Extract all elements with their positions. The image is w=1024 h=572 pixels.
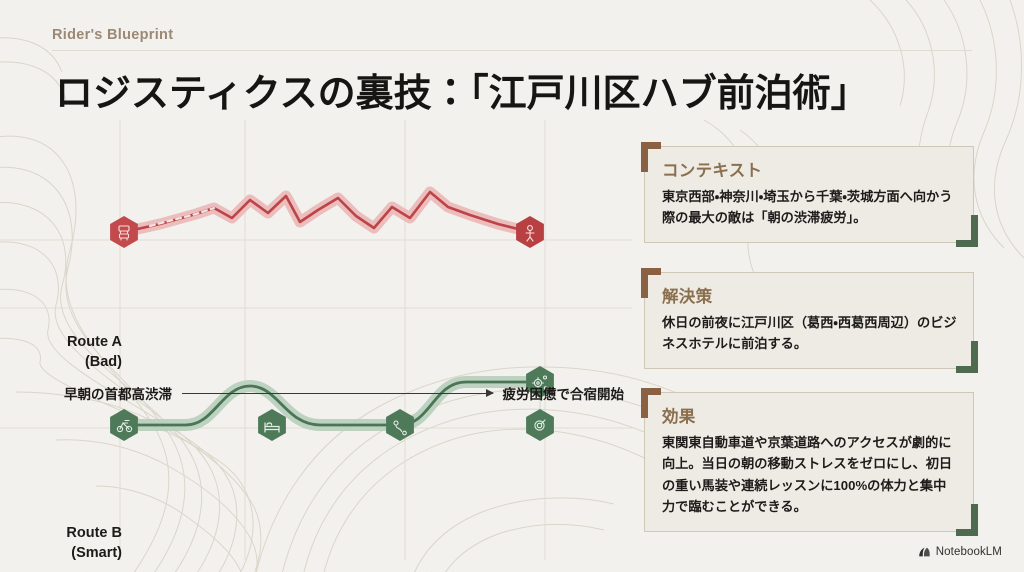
route-b-line [122, 380, 542, 427]
route-b-marker-3 [386, 409, 414, 441]
route-a-dash-overlay [148, 206, 216, 228]
card-solution-title: 解決策 [662, 288, 713, 306]
card-effect-body: 東関東自動車道や京葉道路へのアクセスが劇的に向上。当日の朝の移動ストレスをゼロに… [662, 435, 953, 515]
route-a-end-marker [516, 216, 544, 248]
card-context-title: コンテキスト [662, 162, 763, 180]
route-map-icon [393, 420, 407, 436]
route-lines [110, 186, 554, 441]
exhausted-rider-icon [525, 225, 535, 242]
route-b-marker-1 [110, 409, 138, 441]
header-divider [52, 50, 972, 51]
target-icon [534, 419, 546, 431]
route-b-marker-4 [526, 366, 554, 398]
notebooklm-logo-icon [918, 547, 930, 557]
route-b-marker-5 [526, 409, 554, 441]
route-a-label: Route A (Bad) [66, 334, 122, 370]
card-solution-body: 休日の前夜に江戸川区（葛西・西葛西周辺）のビジネスホテルに前泊する。 [662, 315, 957, 352]
traffic-jam-icon [118, 225, 130, 241]
arrow-line-icon [182, 389, 493, 397]
card-effect: 効果 東関東自動車道や京葉道路へのアクセスが劇的に向上。当日の朝の移動ストレスを… [641, 388, 978, 536]
route-a-glow [118, 186, 536, 238]
notebooklm-watermark: NotebookLM [918, 546, 1002, 558]
route-b-label: Route B (Smart) [66, 525, 122, 561]
card-context-body: 東京西部・神奈川・埼玉から千葉・茨城方面へ向かう際の最大の敵は「朝の渋滞疲労」。 [662, 189, 953, 226]
gear-sparkle-icon [532, 375, 548, 390]
motorcycle-icon [116, 419, 133, 433]
journey-diagram: Route A (Bad) Route B (Smart) 早朝の首都高渋滞 疲… [0, 120, 640, 572]
card-solution: 解決策 休日の前夜に江戸川区（葛西・西葛西周辺）のビジネスホテルに前泊する。 [641, 268, 978, 373]
route-b-marker-2 [258, 409, 286, 441]
route-a-caption-end: 疲労困憊で合宿開始 [502, 387, 625, 402]
eyebrow-label: Rider's Blueprint [52, 27, 174, 43]
route-a-caption-start: 早朝の首都高渋滞 [64, 387, 172, 402]
route-a-start-marker [110, 216, 138, 248]
bed-icon [264, 422, 280, 433]
card-effect-title: 効果 [662, 408, 696, 426]
watermark-label: NotebookLM [935, 546, 1002, 558]
card-context: コンテキスト 東京西部・神奈川・埼玉から千葉・茨城方面へ向かう際の最大の敵は「朝… [641, 142, 978, 247]
route-a-line [122, 190, 532, 234]
page-title: ロジスティクスの裏技：「江戸川区ハブ前泊術」 [55, 70, 869, 115]
route-a-caption: 早朝の首都高渋滞 疲労困憊で合宿開始 [64, 383, 624, 403]
